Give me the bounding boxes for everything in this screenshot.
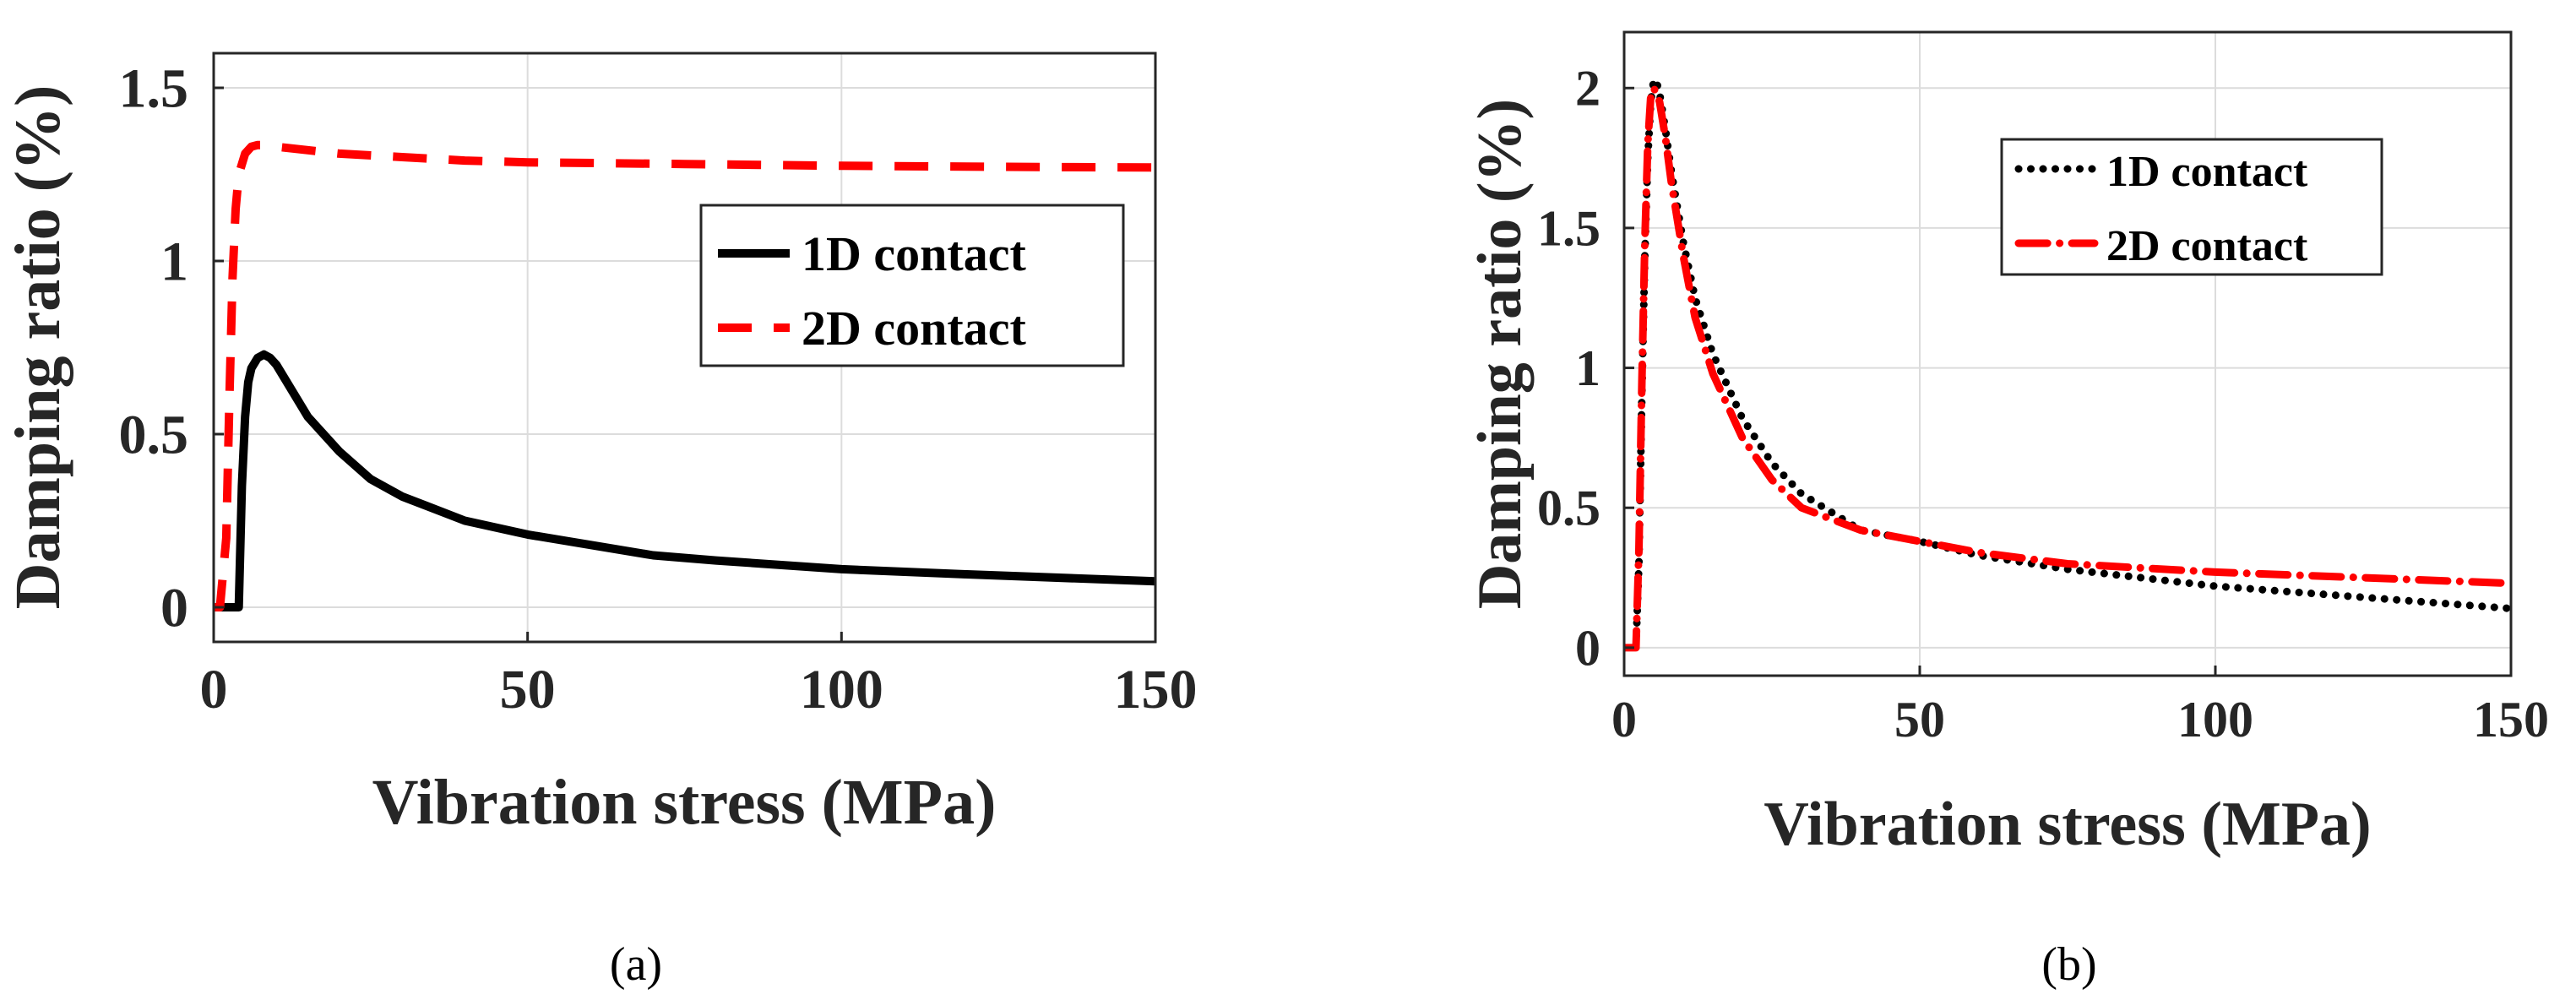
y-tick-label-b-3: 1.5 (1537, 200, 1600, 256)
caption-b: (b) (2041, 938, 2096, 991)
y-tick-label-a-0: 0 (160, 577, 188, 639)
series-line-a-1d (214, 350, 1155, 611)
ticks-b: 0 50 100 150 0 0.5 1 1.5 2 (1537, 61, 2549, 747)
legend-a: 1D contact 2D contact (699, 204, 1125, 367)
legend-label-2d-a: 2D contact (802, 301, 1026, 356)
series-line-a-2d (214, 140, 1155, 611)
x-tick-label-b-3: 150 (2473, 692, 2549, 747)
y-tick-label-b-0: 0 (1575, 620, 1600, 676)
legend-label-1d-b: 1D contact (2106, 148, 2308, 196)
x-tick-label-a-1: 50 (500, 659, 556, 720)
x-tick-label-a-0: 0 (200, 659, 228, 720)
caption-a: (a) (610, 938, 662, 991)
y-axis-label-a: Damping ratio (%) (3, 85, 73, 610)
y-tick-label-a-2: 1 (160, 231, 188, 292)
chart-panel-a: 0 50 100 150 0 0.5 1 1.5 Vibration stress (MPa)… (3, 52, 1198, 991)
legend-label-1d-a: 1D contact (802, 226, 1026, 281)
legend-box-a (699, 204, 1125, 367)
ticks-a: 0 50 100 150 0 0.5 1 1.5 (119, 57, 1198, 720)
y-tick-label-b-4: 2 (1575, 61, 1600, 117)
y-tick-label-a-1: 0.5 (119, 404, 189, 465)
legend-b: 1D contact 2D contact (2000, 138, 2383, 276)
x-tick-label-a-2: 100 (800, 659, 883, 720)
x-axis-label-a: Vibration stress (MPa) (372, 767, 997, 838)
x-axis-label-b: Vibration stress (MPa) (1764, 790, 2371, 859)
x-tick-label-b-1: 50 (1894, 692, 1945, 747)
y-axis-label-b: Damping ratio (%) (1465, 99, 1535, 609)
chart-panel-b: 0 50 100 150 0 0.5 1 1.5 2 Vibration stress (MPa… (1465, 30, 2549, 991)
y-tick-label-b-2: 1 (1575, 340, 1600, 396)
axes-box-b (1622, 30, 2513, 677)
x-tick-label-b-0: 0 (1611, 692, 1637, 747)
axes-box-a (212, 52, 1157, 644)
legend-label-2d-b: 2D contact (2106, 222, 2308, 270)
series-layer-b (1624, 75, 2511, 652)
y-tick-label-b-1: 0.5 (1537, 481, 1600, 536)
y-tick-label-a-3: 1.5 (119, 57, 189, 119)
legend-box-b (2000, 138, 2383, 276)
x-tick-label-b-2: 100 (2177, 692, 2253, 747)
series-layer-a (214, 140, 1155, 611)
x-tick-label-a-3: 150 (1114, 659, 1198, 720)
series-line-b-2d (1624, 84, 2511, 652)
